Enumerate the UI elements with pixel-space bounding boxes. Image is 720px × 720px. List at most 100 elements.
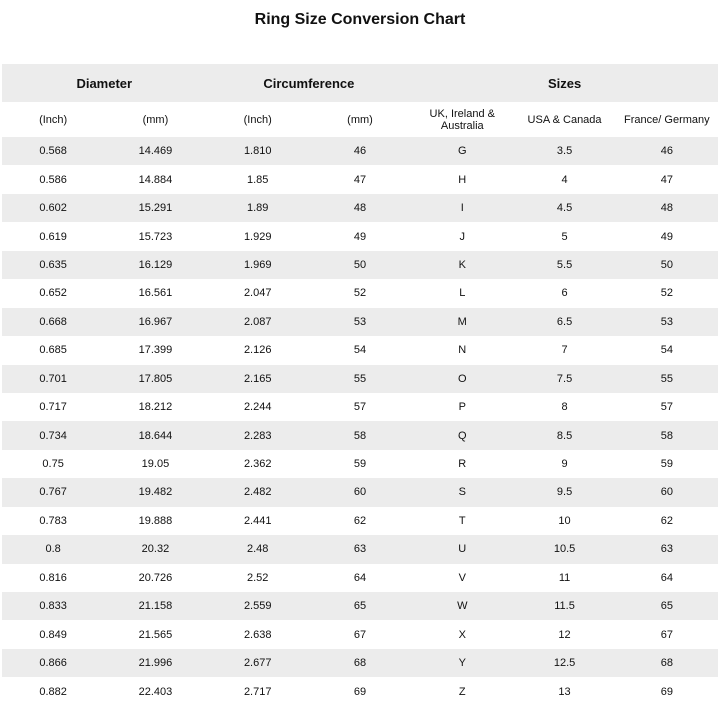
table-cell: 62 [660,514,673,527]
table-cell: 1.89 [206,193,309,223]
table-cell: 19.888 [138,514,173,527]
table-row: 0.833 21.158 2.559 65 W 11.5 65 [2,592,718,621]
column-header: UK, Ireland & Australia [411,102,514,137]
table-cell: I [411,193,514,223]
table-row: 0.866 21.996 2.677 68 Y 12.5 68 [2,648,718,678]
table-cell: 6 [561,287,568,300]
table-cell: 0.849 [39,628,67,641]
table-cell: 49 [660,230,673,243]
table-cell: 49 [353,230,367,243]
table-cell: 62 [353,514,367,527]
table-cell: 20.32 [104,535,207,564]
table-cell: 0.568 [2,137,105,166]
table-cell: 2.717 [243,685,272,698]
column-header: USA & Canada [513,102,616,137]
table-cell: 59 [660,458,673,471]
table-row: 0.8 20.32 2.48 63 U 10.5 63 [2,535,718,564]
table-cell: 21.565 [138,628,173,641]
table-cell: 15.723 [138,230,173,243]
column-header: (Inch) [206,102,309,137]
table-cell: 2.126 [243,344,272,357]
table-cell: 5.5 [513,250,616,280]
table-cell: 65 [308,592,412,621]
group-header-row: Diameter Circumference Sizes [2,64,718,102]
table-row: 0.717 18.212 2.244 57 P 8 57 [2,393,718,421]
table-cell: 2.283 [206,421,309,450]
table-cell: 64 [660,571,673,584]
table-row: 0.75 19.05 2.362 59 R 9 59 [2,450,718,478]
table-row: 0.568 14.469 1.810 46 G 3.5 46 [2,137,718,166]
table-cell: 50 [308,250,412,280]
table-row: 0.734 18.644 2.283 58 Q 8.5 58 [2,421,718,450]
table-cell: 0.866 [2,648,105,678]
table-cell: 2.559 [206,592,309,621]
table-cell: 11 [558,571,571,584]
table-cell: 0.833 [2,592,105,621]
table-cell: 17.399 [138,344,173,357]
table-cell: 0.602 [2,193,105,223]
table-cell: 64 [353,571,367,584]
table-row: 0.783 19.888 2.441 62 T 10 62 [2,507,718,535]
table-cell: 8 [561,401,568,414]
table-cell: 15.291 [104,193,207,223]
table-cell: 21.158 [104,592,207,621]
table-cell: 9.5 [513,478,616,507]
table-cell: Y [411,648,514,678]
table-cell: 52 [353,287,367,300]
column-header: (mm) [104,102,207,137]
table-cell: 5 [561,230,568,243]
table-cell: O [411,364,514,393]
table-cell: 2.441 [243,514,272,527]
table-cell: 2.244 [243,401,272,414]
table-cell: 58 [308,421,412,450]
table-cell: 47 [660,173,673,186]
table-cell: H [458,173,467,186]
table-cell: 50 [615,250,718,280]
table-cell: 0.717 [39,401,67,414]
table-cell: 63 [308,535,412,564]
table-row: 0.685 17.399 2.126 54 N 7 54 [2,336,718,364]
table-cell: 53 [615,307,718,337]
table-cell: 0.767 [2,478,105,507]
table-cell: 0.783 [39,514,67,527]
table-cell: M [411,307,514,337]
table-cell: K [411,250,514,280]
column-header: (Inch) [2,102,105,137]
table-cell: 55 [308,364,412,393]
table-cell: 2.362 [243,458,272,471]
table-cell: 54 [660,344,673,357]
table-cell: 59 [353,458,367,471]
table-cell: L [459,287,466,300]
table-cell: 0.75 [42,458,64,471]
table-cell: 0.635 [2,250,105,280]
table-cell: 52 [660,287,673,300]
table-cell: 65 [615,592,718,621]
table-row: 0.652 16.561 2.047 52 L 6 52 [2,279,718,307]
table-cell: 8.5 [513,421,616,450]
group-header-diameter: Diameter [2,64,207,102]
table-cell: G [411,137,514,166]
table-cell: 0.734 [2,421,105,450]
table-cell: 2.087 [206,307,309,337]
table-cell: 0.586 [39,173,67,186]
table-cell: 0.8 [2,535,105,564]
table-row: 0.849 21.565 2.638 67 X 12 67 [2,620,718,648]
group-header-sizes: Sizes [411,64,718,102]
table-cell: 6.5 [513,307,616,337]
table-cell: 10.5 [513,535,616,564]
table-cell: 21.996 [104,648,207,678]
table-cell: 69 [353,685,367,698]
table-cell: 17.805 [104,364,207,393]
table-row: 0.767 19.482 2.482 60 S 9.5 60 [2,478,718,507]
table-cell: 9 [561,458,568,471]
table-cell: 0.701 [2,364,105,393]
group-header-circumference: Circumference [206,64,412,102]
table-cell: 0.685 [39,344,67,357]
column-header-row: (Inch) (mm) (Inch) (mm) UK, Ireland & Au… [2,102,718,137]
column-header: France/ Germany [615,102,718,137]
ring-size-table: Diameter Circumference Sizes (Inch) (mm)… [2,64,718,706]
table-cell: 69 [660,685,673,698]
column-header: (mm) [308,102,412,137]
table-row: 0.635 16.129 1.969 50 K 5.5 50 [2,250,718,280]
table-cell: 10 [558,514,571,527]
